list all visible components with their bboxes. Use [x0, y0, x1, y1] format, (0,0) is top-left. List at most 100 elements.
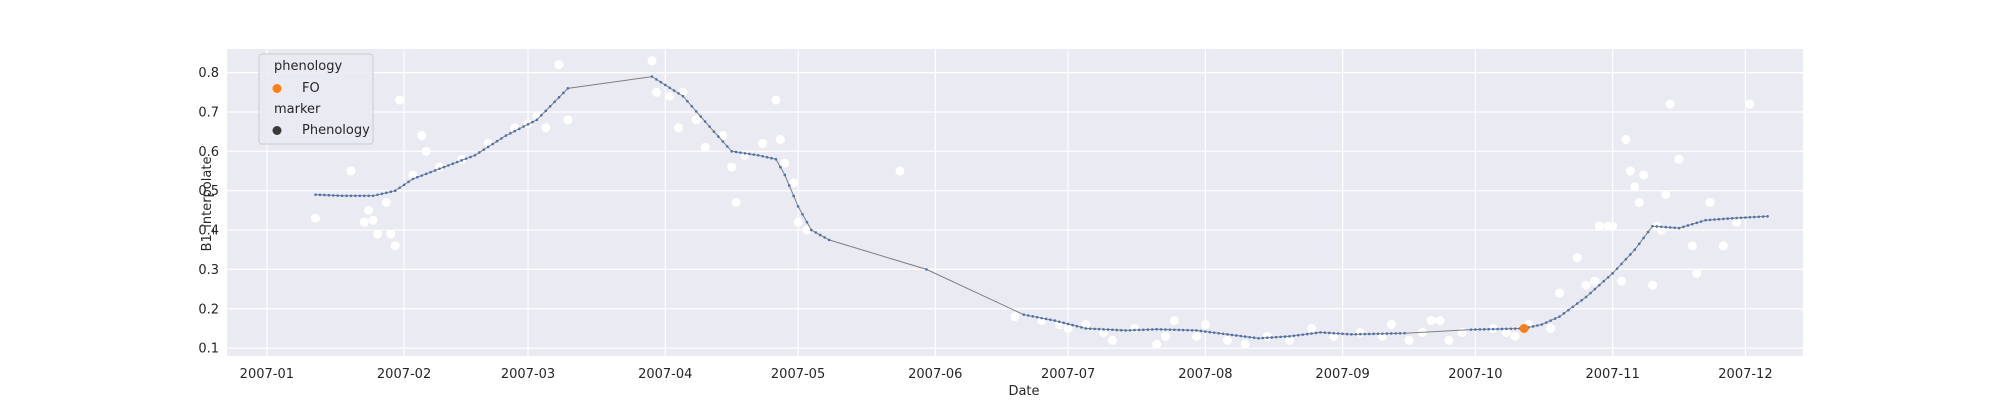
- interpolated-marker: [1261, 336, 1265, 340]
- interpolated-marker: [1049, 318, 1052, 322]
- interpolated-marker: [1297, 333, 1300, 337]
- raw-observation-point: [1705, 198, 1715, 207]
- interpolated-marker: [1624, 257, 1628, 261]
- raw-observation-point: [1307, 323, 1317, 333]
- interpolated-marker: [1057, 320, 1061, 324]
- interpolated-marker: [416, 175, 419, 179]
- interpolated-marker: [1562, 312, 1566, 315]
- interpolated-marker: [1487, 327, 1490, 331]
- raw-observation-point: [421, 146, 431, 156]
- interpolated-marker: [765, 155, 769, 159]
- raw-observation-point: [1590, 276, 1600, 286]
- interpolated-marker: [1540, 323, 1544, 326]
- interpolated-marker: [1062, 321, 1065, 325]
- interpolated-marker: [548, 105, 552, 108]
- raw-observation-point: [395, 95, 405, 105]
- interpolated-marker: [442, 165, 446, 169]
- interpolated-marker: [730, 150, 733, 153]
- raw-observation-point: [1616, 276, 1626, 286]
- interpolated-marker: [686, 99, 689, 103]
- interpolated-marker: [1142, 328, 1145, 332]
- interpolated-marker: [779, 165, 782, 169]
- interpolated-marker: [748, 152, 751, 156]
- interpolated-marker: [1102, 328, 1105, 331]
- interpolated-marker: [1637, 242, 1641, 246]
- interpolated-marker: [513, 129, 517, 133]
- interpolated-marker: [473, 153, 477, 157]
- interpolated-marker: [1212, 331, 1216, 334]
- interpolated-marker: [1699, 220, 1703, 223]
- interpolated-marker: [1075, 324, 1079, 328]
- interpolated-marker: [681, 94, 685, 98]
- y-tick-label: 0.1: [198, 342, 219, 357]
- interpolated-marker: [712, 130, 716, 133]
- interpolated-marker: [756, 153, 760, 157]
- interpolated-marker: [1691, 222, 1694, 226]
- interpolated-marker: [331, 194, 335, 197]
- interpolated-marker: [1469, 328, 1473, 331]
- raw-observation-point: [1581, 280, 1591, 290]
- raw-observation-point: [1010, 312, 1020, 322]
- fo-point: [1519, 323, 1529, 333]
- raw-observation-point: [731, 198, 741, 207]
- x-tick-label: 2007-10: [1448, 367, 1502, 382]
- y-axis-label: B1_interpolate: [200, 157, 215, 252]
- interpolated-marker: [385, 191, 388, 195]
- interpolated-marker: [1739, 216, 1743, 220]
- interpolated-marker: [1651, 224, 1654, 228]
- interpolated-marker: [1093, 327, 1096, 331]
- interpolated-marker: [1757, 215, 1761, 219]
- interpolated-marker: [486, 145, 490, 149]
- raw-observation-point: [359, 217, 369, 227]
- interpolated-marker: [1482, 328, 1486, 331]
- interpolated-marker: [314, 193, 317, 196]
- interpolated-marker: [1567, 308, 1570, 312]
- interpolated-marker: [1186, 328, 1189, 332]
- raw-observation-point: [700, 142, 710, 152]
- interpolated-marker: [362, 194, 366, 198]
- interpolated-marker: [340, 194, 344, 198]
- interpolated-marker: [1513, 327, 1517, 330]
- raw-observation-point: [1634, 198, 1644, 207]
- raw-observation-point: [554, 60, 564, 70]
- interpolated-marker: [1310, 332, 1313, 335]
- interpolated-marker: [1239, 334, 1243, 338]
- raw-observation-point: [1745, 99, 1755, 109]
- interpolated-marker: [371, 194, 375, 198]
- raw-observation-point: [1457, 327, 1467, 337]
- interpolated-series: [314, 75, 1769, 340]
- raw-observation-point: [1152, 339, 1162, 349]
- legend: phenology FO marker Phenology: [258, 53, 374, 145]
- legend-title-marker: marker: [274, 102, 321, 117]
- raw-observation-point: [1687, 241, 1697, 251]
- interpolated-marker: [402, 183, 406, 187]
- interpolated-marker: [717, 135, 720, 138]
- interpolated-marker: [734, 150, 738, 154]
- interpolated-marker: [482, 148, 486, 151]
- raw-observation-point: [691, 115, 701, 125]
- x-tick-label: 2007-04: [638, 367, 692, 382]
- interpolated-marker: [1615, 267, 1619, 270]
- interpolated-marker: [1598, 283, 1601, 287]
- x-tick-label: 2007-02: [377, 367, 431, 382]
- raw-observation-point: [718, 131, 728, 141]
- interpolated-marker: [1115, 328, 1119, 332]
- interpolated-marker: [544, 109, 548, 113]
- interpolated-marker: [535, 118, 539, 122]
- interpolated-marker: [925, 268, 928, 271]
- raw-observation-point: [771, 95, 781, 105]
- interpolated-marker: [1403, 331, 1406, 335]
- interpolated-marker: [424, 172, 428, 176]
- raw-observation-point: [364, 205, 374, 215]
- raw-observation-point: [1404, 335, 1414, 345]
- raw-observation-point: [775, 135, 785, 145]
- interpolated-marker: [659, 80, 663, 84]
- interpolated-marker: [460, 159, 463, 162]
- interpolated-marker: [770, 156, 773, 160]
- interpolated-marker: [823, 236, 826, 239]
- interpolated-marker: [787, 184, 791, 187]
- interpolated-marker: [557, 96, 561, 99]
- interpolated-marker: [663, 83, 667, 87]
- legend-box: [258, 53, 374, 145]
- interpolated-marker: [1031, 315, 1035, 318]
